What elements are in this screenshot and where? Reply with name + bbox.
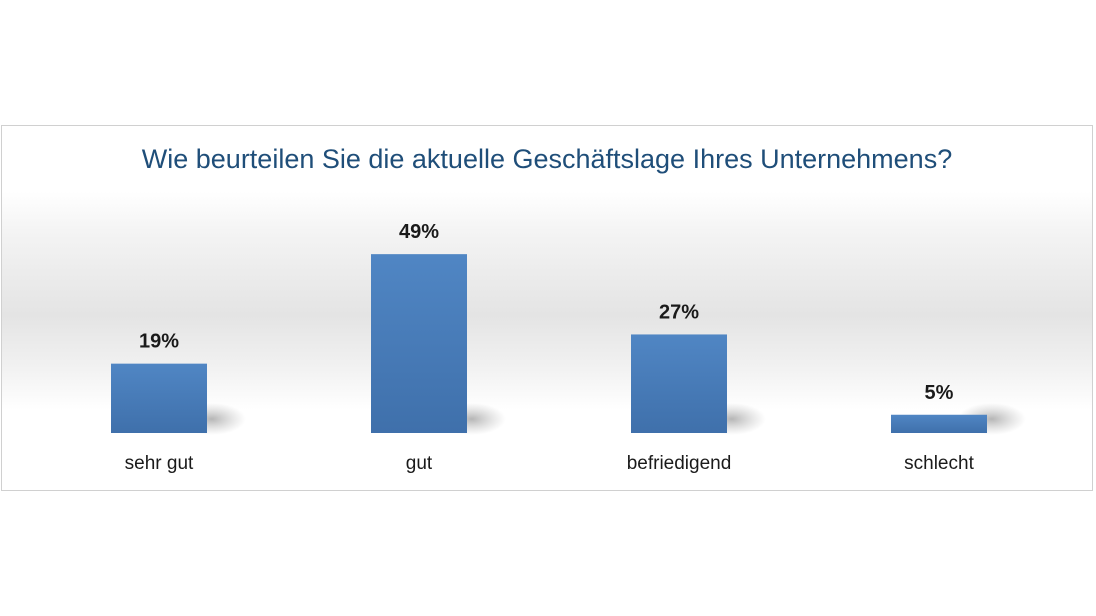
bar-gut — [371, 254, 467, 433]
bar-value-label: 19% — [139, 331, 179, 353]
bar-schlecht — [891, 414, 987, 433]
category-label: befriedigend — [627, 453, 732, 474]
chart-frame: Wie beurteilen Sie die aktuelle Geschäft… — [1, 125, 1093, 491]
chart-title: Wie beurteilen Sie die aktuelle Geschäft… — [141, 144, 953, 174]
category-label: sehr gut — [125, 453, 194, 474]
bar-value-label: 27% — [659, 301, 699, 323]
bar-value-label: 5% — [925, 382, 954, 404]
category-label: gut — [406, 453, 433, 474]
bar-chart-plot: 19% sehr gut 49% gut 27% befriedigend 5% schlec… — [111, 221, 1026, 474]
bar-value-label: 49% — [399, 221, 439, 243]
category-label: schlecht — [904, 453, 974, 474]
bar-sehr-gut — [111, 363, 207, 433]
bar-befriedigend — [631, 334, 727, 433]
